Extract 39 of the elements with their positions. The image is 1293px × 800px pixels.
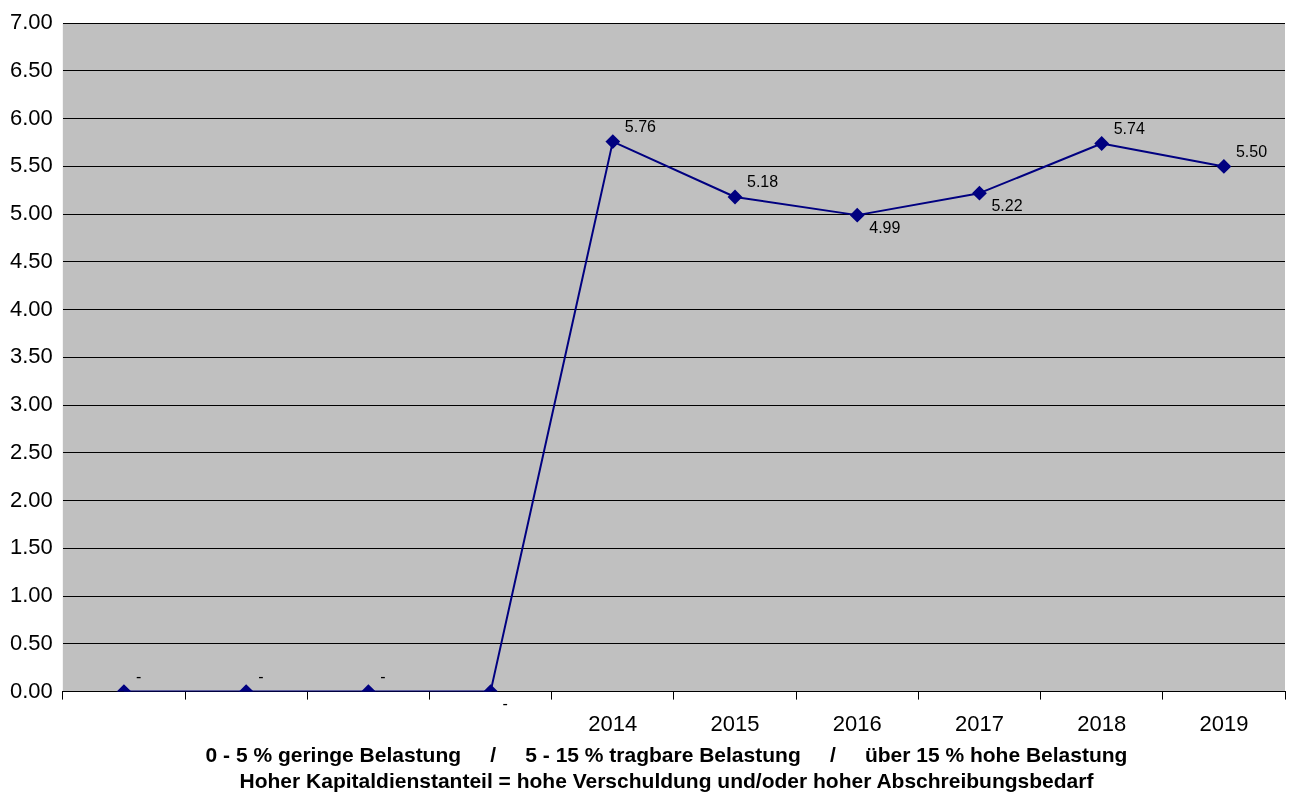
point bbox=[972, 186, 987, 201]
y-tick-label: 4.50 bbox=[9, 247, 53, 273]
point bbox=[1094, 136, 1109, 151]
y-tick-label: 7.00 bbox=[9, 9, 53, 35]
y-tick-label: 5.00 bbox=[9, 200, 53, 226]
x-tick-label: 2017 bbox=[954, 710, 1004, 736]
data-label: 5.50 bbox=[1235, 142, 1268, 160]
x-tick-label: 2014 bbox=[588, 710, 638, 736]
data-label: - bbox=[258, 668, 264, 686]
y-tick-label: 0.00 bbox=[9, 677, 53, 703]
x-tick-label: 2019 bbox=[1199, 710, 1249, 736]
data-label: 5.76 bbox=[624, 118, 657, 136]
y-tick-label: 3.50 bbox=[9, 343, 53, 369]
text: Hoher Kapitaldienstanteil = hohe Verschuldung und/oder hoher Abschreibungsbedarf bbox=[238, 768, 1095, 794]
point bbox=[728, 189, 743, 204]
y-tick-label: 6.50 bbox=[9, 57, 53, 83]
y-tick-label: 1.50 bbox=[9, 534, 53, 560]
point bbox=[850, 208, 865, 223]
point bbox=[605, 134, 620, 149]
text: 0 - 5 % geringe Belastung / 5 - 15 % tragbare Belastung / über 15 % hohe Belastung bbox=[204, 742, 1129, 768]
data-label: 4.99 bbox=[869, 218, 901, 236]
y-tick-label: 5.50 bbox=[9, 152, 53, 178]
data-label: 5.74 bbox=[1113, 119, 1145, 137]
point bbox=[1216, 159, 1231, 174]
data-label: 5.22 bbox=[991, 196, 1023, 214]
data-label: - bbox=[380, 668, 386, 686]
y-tick-label: 1.00 bbox=[9, 582, 53, 608]
y-tick-label: 0.50 bbox=[9, 629, 53, 655]
x-tick-label: 2018 bbox=[1077, 710, 1127, 736]
data-label: - bbox=[135, 668, 142, 686]
y-tick-label: 2.00 bbox=[9, 486, 53, 512]
x-tick-label: 2016 bbox=[832, 710, 882, 736]
y-tick-label: 3.00 bbox=[9, 391, 53, 417]
y-tick-label: 6.00 bbox=[9, 104, 53, 130]
data-label: 5.18 bbox=[747, 173, 779, 191]
x-tick-label: 2015 bbox=[710, 710, 760, 736]
data-label: - bbox=[502, 695, 508, 713]
y-tick-label: 2.50 bbox=[9, 438, 53, 464]
y-tick-label: 4.00 bbox=[9, 295, 53, 321]
